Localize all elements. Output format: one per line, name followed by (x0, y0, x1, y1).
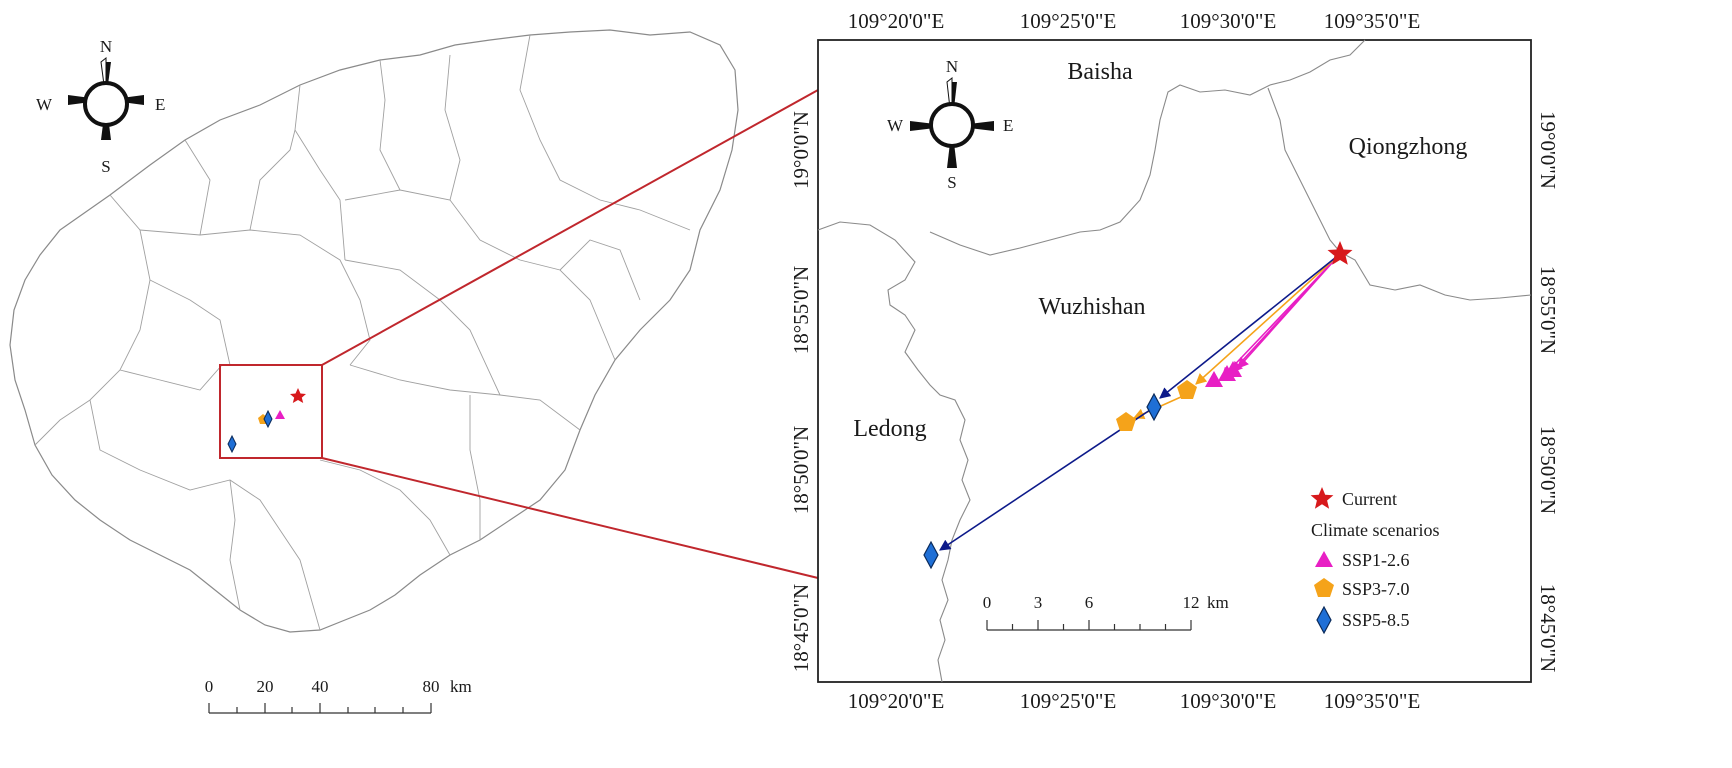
overview-compass-w: W (36, 95, 53, 114)
ssp370-marker-2 (1116, 412, 1136, 431)
detail-compass-icon (910, 76, 994, 168)
place-baisha: Baisha (1067, 59, 1133, 85)
ssp585-marker-2 (923, 540, 939, 570)
ssp126-marker-3 (1224, 361, 1242, 377)
overview-scale-tick-80: 80 (423, 677, 440, 696)
lon-bottom-1: 109°20'0"E (848, 689, 945, 713)
detail-compass-s: S (947, 173, 956, 192)
ssp126-marker-1 (1205, 371, 1223, 387)
lat-right-2: 18°55'0"N (1536, 266, 1560, 354)
legend-ssp126-triangle-icon (1315, 551, 1333, 567)
detail-scale-tick-6: 6 (1085, 593, 1094, 612)
lon-bottom-4: 109°35'0"E (1324, 689, 1421, 713)
lon-top-2: 109°25'0"E (1020, 9, 1117, 33)
legend-heading: Climate scenarios (1311, 520, 1439, 540)
zoom-connector-top (321, 89, 819, 366)
overview-ssp585-marker-2 (227, 434, 237, 454)
legend-current-label: Current (1342, 489, 1397, 509)
legend-ssp370-pentagon-icon (1314, 578, 1334, 597)
overview-scale-tick-40: 40 (312, 677, 329, 696)
place-qiongzhong: Qiongzhong (1349, 134, 1468, 160)
overview-compass-icon (68, 56, 144, 140)
zoom-extent-box (219, 364, 323, 459)
current-distribution-star (1327, 241, 1353, 265)
county-boundaries (34, 34, 691, 631)
overview-scale-tick-0: 0 (205, 677, 214, 696)
legend-ssp126-label: SSP1-2.6 (1342, 550, 1410, 570)
lon-top-3: 109°30'0"E (1180, 9, 1277, 33)
detail-scale-bar (986, 620, 1192, 631)
detail-scale-tick-12: 12 (1183, 593, 1200, 612)
lat-left-2: 18°55'0"N (789, 266, 813, 354)
overview-compass-s: S (101, 157, 110, 176)
overview-map: N S E W 0 20 40 80 km (9, 29, 739, 714)
overview-scale-tick-20: 20 (257, 677, 274, 696)
lat-left-3: 18°50'0"N (789, 426, 813, 514)
lat-right-3: 18°50'0"N (1536, 426, 1560, 514)
detail-map-frame (817, 39, 1532, 683)
lon-bottom-2: 109°25'0"E (1020, 689, 1117, 713)
lat-left-4: 18°45'0"N (789, 584, 813, 672)
legend-ssp370-label: SSP3-7.0 (1342, 579, 1410, 599)
overview-compass-n: N (100, 37, 112, 56)
ssp370-marker-1 (1177, 380, 1197, 399)
lat-right-4: 18°45'0"N (1536, 584, 1560, 672)
lon-top-4: 109°35'0"E (1324, 9, 1421, 33)
shift-arrows (939, 253, 1341, 551)
ssp585-marker-1 (1146, 392, 1162, 422)
lat-right-1: 19°0'0"N (1536, 111, 1560, 189)
overview-scale-unit: km (450, 677, 472, 696)
overview-compass-e: E (155, 95, 165, 114)
detail-scale-unit: km (1207, 593, 1229, 612)
detail-boundaries (817, 39, 1532, 683)
detail-scale-tick-3: 3 (1034, 593, 1043, 612)
place-ledong: Ledong (853, 416, 926, 442)
detail-compass-n: N (946, 57, 958, 76)
legend-current-star-icon (1310, 487, 1334, 509)
legend-ssp585-diamond-icon (1316, 605, 1332, 635)
overview-scale-bar (208, 703, 432, 714)
legend: Current Climate scenarios SSP1-2.6 SSP3-… (1310, 487, 1439, 635)
detail-compass-e: E (1003, 116, 1013, 135)
detail-map: N S E W Baisha Qiongzhong Wuzhishan Ledo… (789, 9, 1560, 713)
overview-ssp585-marker-1 (263, 409, 273, 429)
place-wuzhishan: Wuzhishan (1038, 294, 1145, 320)
zoom-connector-bottom (321, 457, 819, 579)
lon-top-1: 109°20'0"E (848, 9, 945, 33)
lat-left-1: 19°0'0"N (789, 111, 813, 189)
lon-bottom-3: 109°30'0"E (1180, 689, 1277, 713)
detail-compass-w: W (887, 116, 904, 135)
detail-scale-tick-0: 0 (983, 593, 992, 612)
legend-ssp585-label: SSP5-8.5 (1342, 610, 1410, 630)
overview-ssp126-marker (275, 410, 285, 419)
overview-current-star (290, 388, 306, 403)
